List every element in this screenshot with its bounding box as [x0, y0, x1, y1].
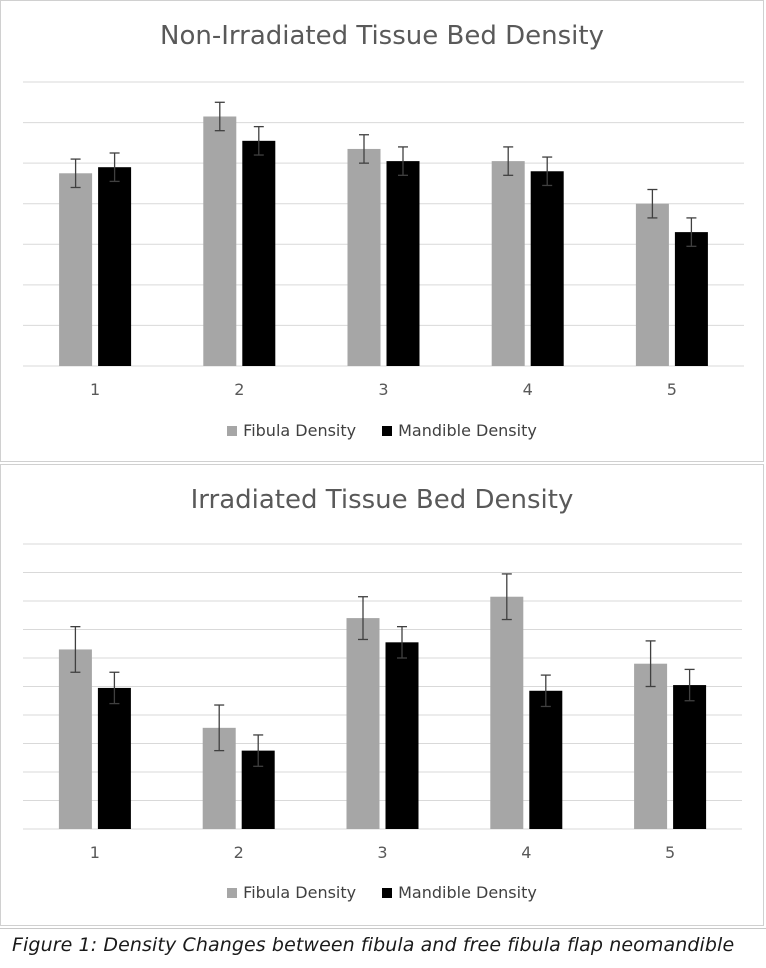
- legend-swatch-fibula: [227, 425, 238, 436]
- bar-mandible: [385, 642, 419, 829]
- bar-fibula: [490, 596, 524, 829]
- figure-caption: Figure 1: Density Changes between fibula…: [12, 934, 735, 956]
- x-tick-label: 2: [234, 843, 244, 862]
- bar-chart-non-irradiated: 1 2 3 4 5: [23, 81, 744, 399]
- chart-legend: Fibula Density Mandible Density: [1, 421, 763, 440]
- bar-fibula: [635, 203, 669, 366]
- legend-item-fibula: Fibula Density: [227, 421, 356, 440]
- chart-title: Non-Irradiated Tissue Bed Density: [160, 21, 604, 51]
- bar-mandible: [386, 161, 420, 366]
- x-tick-label: 5: [667, 380, 677, 399]
- legend-label-mandible: Mandible Density: [398, 421, 537, 440]
- chart-title: Irradiated Tissue Bed Density: [190, 485, 574, 515]
- x-tick-label: 1: [90, 843, 100, 862]
- legend-item-mandible: Mandible Density: [382, 421, 537, 440]
- bar-mandible: [529, 690, 563, 829]
- bar-fibula: [634, 663, 668, 829]
- x-tick-label: 3: [378, 380, 388, 399]
- legend-label-fibula: Fibula Density: [243, 883, 357, 902]
- x-tick-label: 2: [234, 380, 244, 399]
- x-tick-label: 3: [377, 843, 387, 862]
- bar-chart-irradiated: 1 2 3 4 5: [23, 543, 742, 862]
- caption-divider: [0, 928, 766, 929]
- legend-label-fibula: Fibula Density: [243, 421, 357, 440]
- legend-item-mandible: Mandible Density: [382, 883, 537, 902]
- bar-mandible: [673, 685, 707, 829]
- bar-mandible: [98, 167, 132, 366]
- x-tick-label: 1: [90, 380, 100, 399]
- bar-fibula: [203, 116, 237, 366]
- bar-fibula: [59, 173, 93, 366]
- legend-swatch-mandible: [382, 887, 393, 898]
- bar-fibula: [491, 161, 525, 366]
- bar-mandible: [242, 140, 276, 366]
- bar-fibula: [346, 618, 380, 829]
- bar-mandible: [674, 232, 708, 366]
- legend-swatch-fibula: [227, 887, 238, 898]
- legend-item-fibula: Fibula Density: [227, 883, 356, 902]
- x-tick-label: 4: [521, 843, 531, 862]
- chart-panel-irradiated: Irradiated Tissue Bed Density 1 2 3 4 5 Fibu…: [0, 464, 764, 926]
- chart-legend: Fibula Density Mandible Density: [1, 883, 763, 902]
- legend-label-mandible: Mandible Density: [398, 883, 537, 902]
- x-tick-label: 4: [523, 380, 533, 399]
- bar-mandible: [97, 687, 131, 829]
- x-tick-label: 5: [665, 843, 675, 862]
- bar-fibula: [58, 649, 92, 829]
- legend-swatch-mandible: [382, 425, 393, 436]
- bar-mandible: [530, 171, 564, 366]
- bar-fibula: [347, 148, 381, 366]
